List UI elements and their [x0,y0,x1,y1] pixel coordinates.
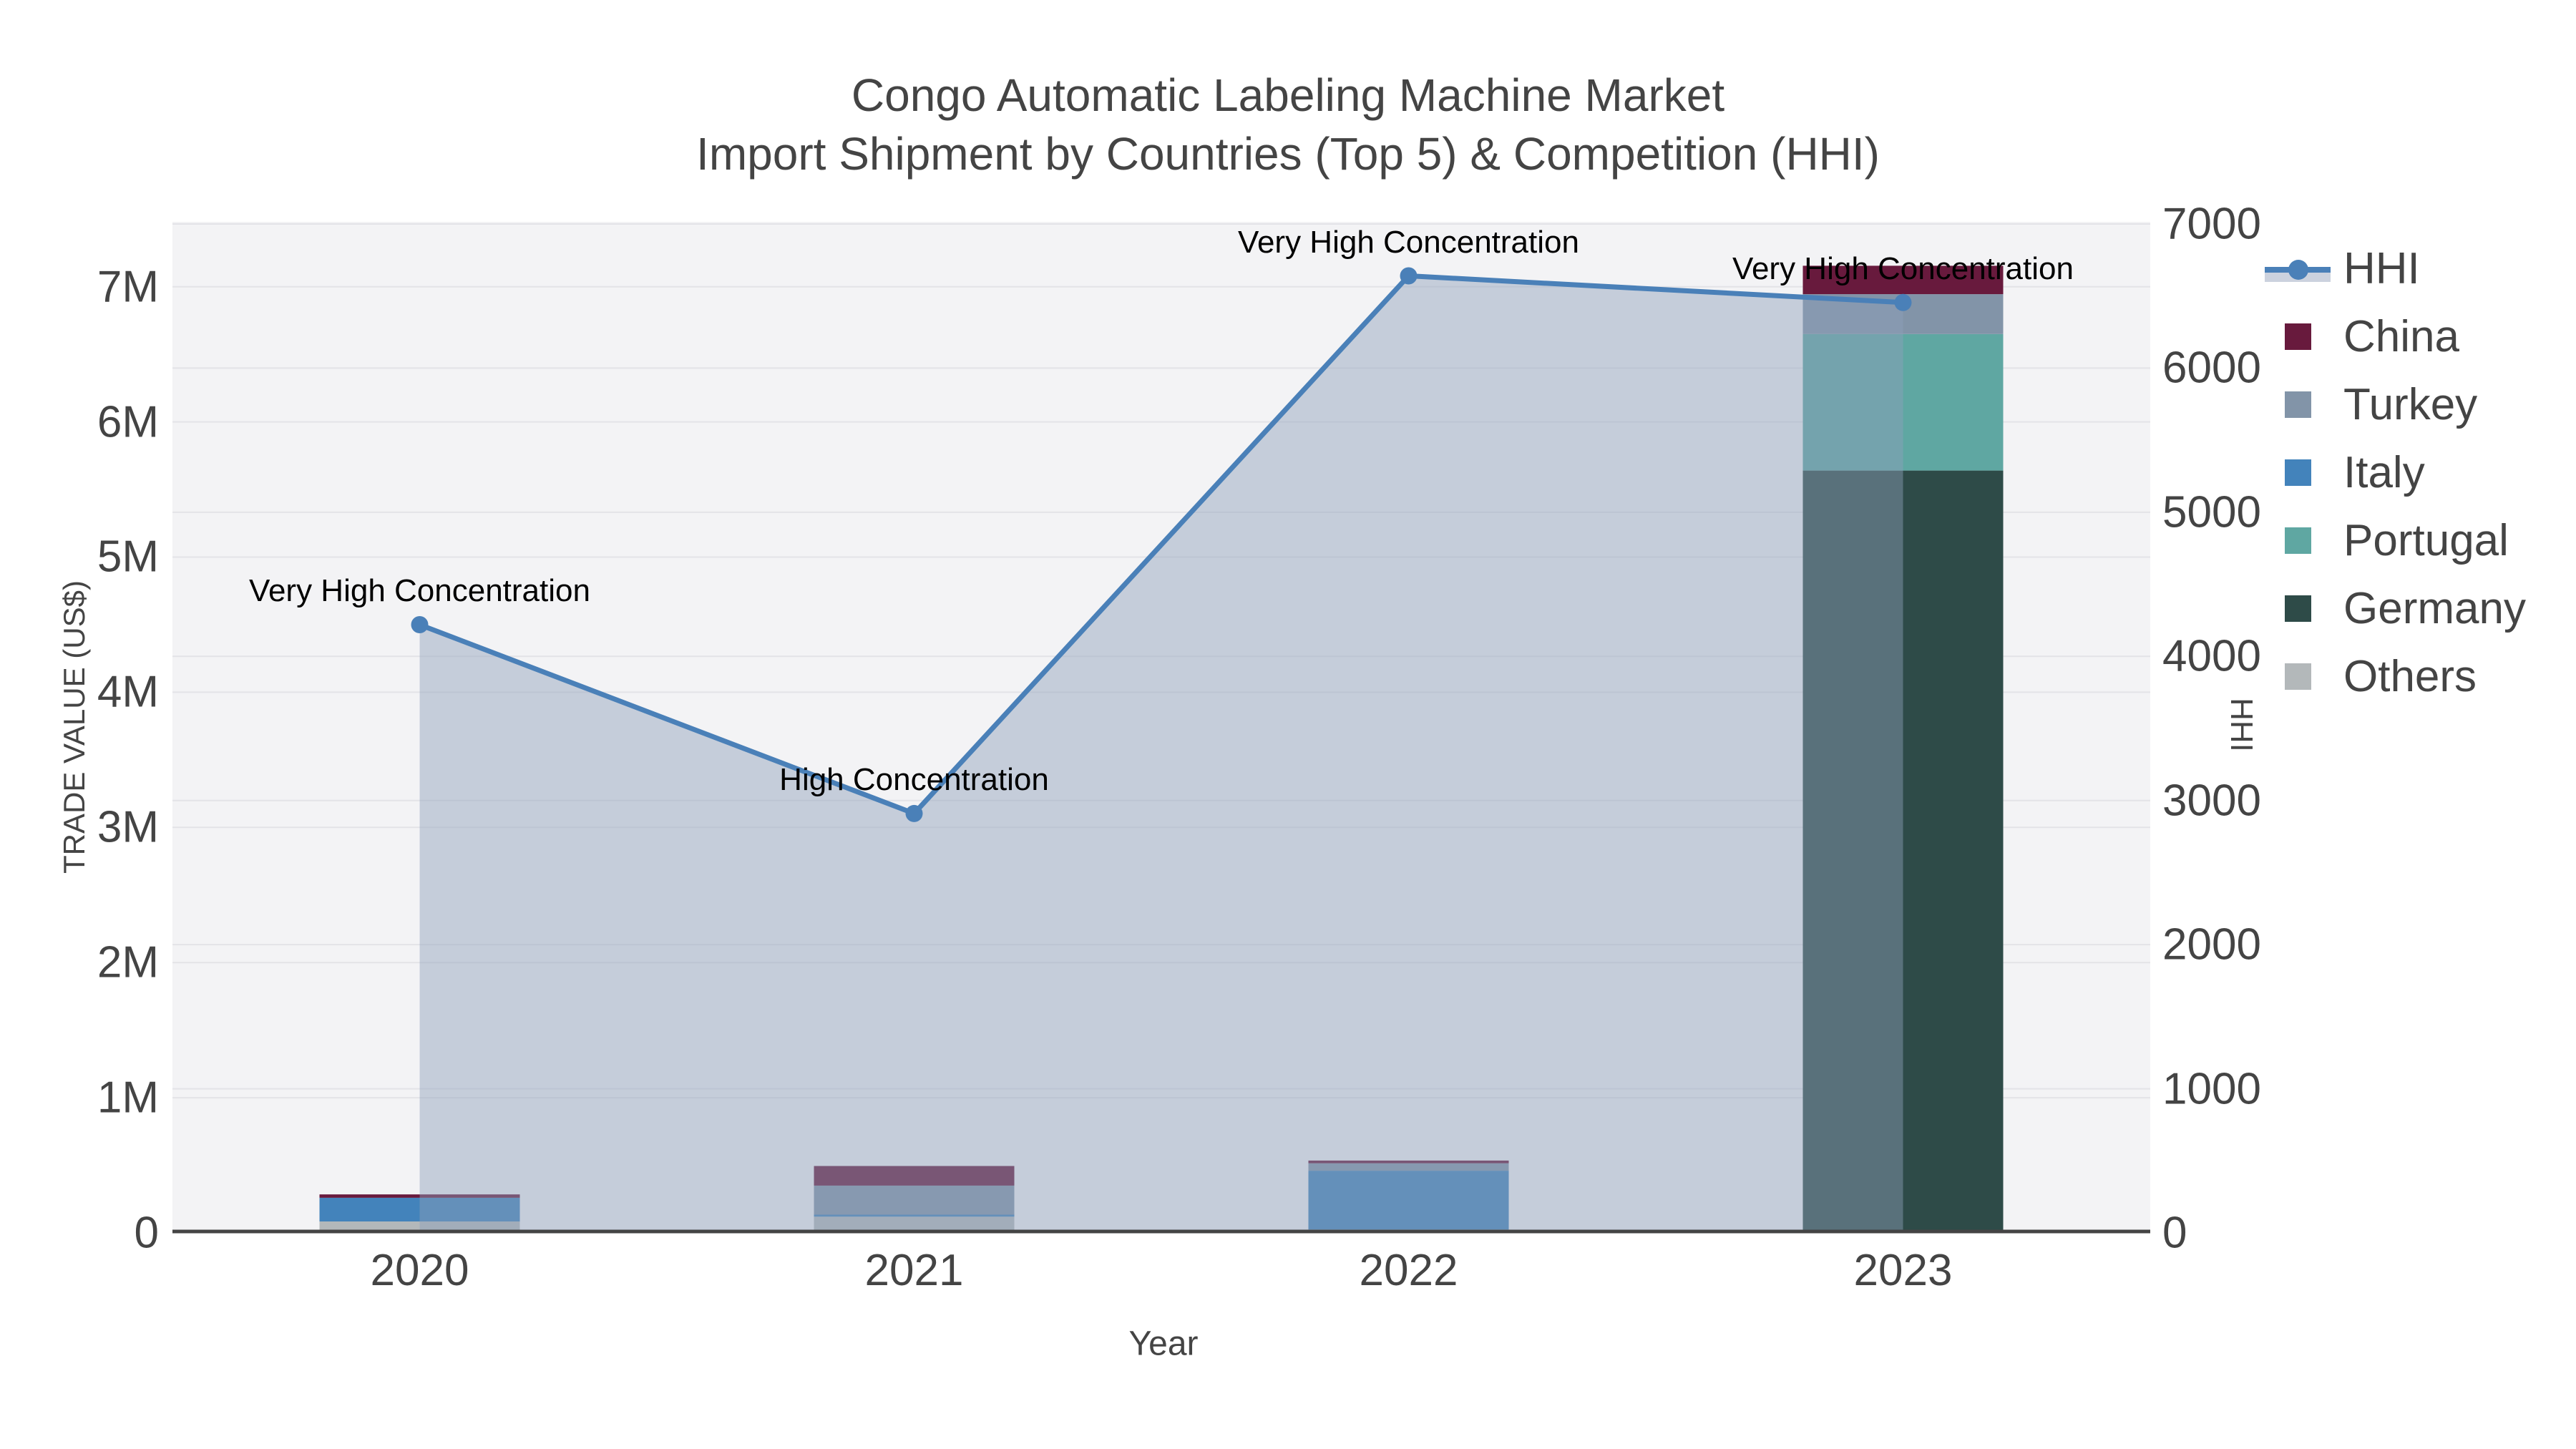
annotation-2021: High Concentration [779,761,1049,797]
legend-label: Turkey [2343,380,2478,429]
x-tick-2022: 2022 [1359,1246,1458,1295]
legend-label: Germany [2343,584,2526,633]
legend-label: Portugal [2343,516,2509,565]
legend-label: Others [2343,652,2477,701]
hhi-line-legend-icon [2265,254,2331,284]
legend-item-others[interactable]: Others [2265,643,2526,711]
y-left-tick-7M: 7M [97,262,159,312]
legend-swatch-germany-icon [2285,595,2311,622]
hhi-area-fill [419,275,1903,1233]
bar-others-2021[interactable] [814,1216,1015,1233]
legend-item-germany[interactable]: Germany [2265,575,2526,643]
y-left-tick-3M: 3M [97,802,159,852]
y-right-tick-7000: 7000 [2162,199,2261,249]
hhi-marker-2022[interactable] [1400,267,1418,285]
legend-swatch-china-icon [2285,323,2311,350]
x-tick-2020: 2020 [370,1246,469,1295]
y-right-tick-3000: 3000 [2162,776,2261,826]
bar-china-2021[interactable] [814,1166,1015,1186]
y-right-tick-6000: 6000 [2162,343,2261,393]
y-right-tick-4000: 4000 [2162,631,2261,681]
y-left-tick-0: 0 [134,1208,159,1258]
legend-swatch-others-icon [2285,663,2311,690]
y-left-tick-4M: 4M [97,667,159,717]
legend-label: HHI [2343,244,2420,293]
annotation-2022: Very High Concentration [1238,224,1579,260]
x-tick-2021: 2021 [864,1246,964,1295]
y-right-tick-0: 0 [2162,1208,2187,1258]
bar-italy-2021[interactable] [814,1214,1015,1217]
hhi-marker-2020[interactable] [411,616,429,633]
chart-title-line2: Import Shipment by Countries (Top 5) & C… [696,128,1880,180]
legend-item-hhi[interactable]: HHI [2265,235,2526,303]
bar-china-2023[interactable] [1802,265,2004,295]
legend: HHI China Turkey Italy Portugal Germany Others [2265,235,2526,711]
x-tick-2023: 2023 [1853,1246,1953,1295]
legend-label: Italy [2343,448,2425,497]
bar-italy-2022[interactable] [1308,1171,1509,1230]
bar-turkey-2022[interactable] [1308,1163,1509,1171]
legend-item-china[interactable]: China [2265,303,2526,371]
hhi-marker-2023[interactable] [1894,293,1912,311]
y-left-tick-1M: 1M [97,1073,159,1123]
legend-item-italy[interactable]: Italy [2265,439,2526,507]
y-axis-right-title: HHI [2224,698,2259,752]
bar-italy-2020[interactable] [319,1197,520,1221]
legend-swatch-portugal-icon [2285,527,2311,554]
y-left-tick-6M: 6M [97,397,159,447]
legend-swatch-italy-icon [2285,459,2311,486]
y-right-tick-2000: 2000 [2162,919,2261,970]
bar-china-2022[interactable] [1308,1160,1509,1163]
x-axis-title: Year [1128,1324,1199,1363]
y-left-tick-5M: 5M [97,532,159,582]
y-right-tick-1000: 1000 [2162,1064,2261,1114]
bar-portugal-2023[interactable] [1802,333,2004,471]
legend-item-turkey[interactable]: Turkey [2265,371,2526,439]
y-axis-left-title: TRADE VALUE (US$) [57,580,91,874]
annotation-2023: Very High Concentration [1732,250,2074,286]
plot-canvas[interactable] [172,222,2150,1234]
hhi-line[interactable] [419,273,1903,817]
legend-label: China [2343,312,2459,361]
y-left-tick-2M: 2M [97,937,159,987]
bar-germany-2023[interactable] [1802,470,2004,1233]
bar-turkey-2021[interactable] [814,1185,1015,1215]
bar-china-2020[interactable] [319,1194,520,1198]
y-right-tick-5000: 5000 [2162,487,2261,537]
hhi-marker-2021[interactable] [905,804,923,822]
legend-item-portugal[interactable]: Portugal [2265,507,2526,575]
annotation-2020: Very High Concentration [249,572,590,608]
hhi-legend-marker-dot [2288,259,2308,280]
legend-swatch-turkey-icon [2285,391,2311,418]
chart-title-line1: Congo Automatic Labeling Machine Market [851,69,1725,121]
